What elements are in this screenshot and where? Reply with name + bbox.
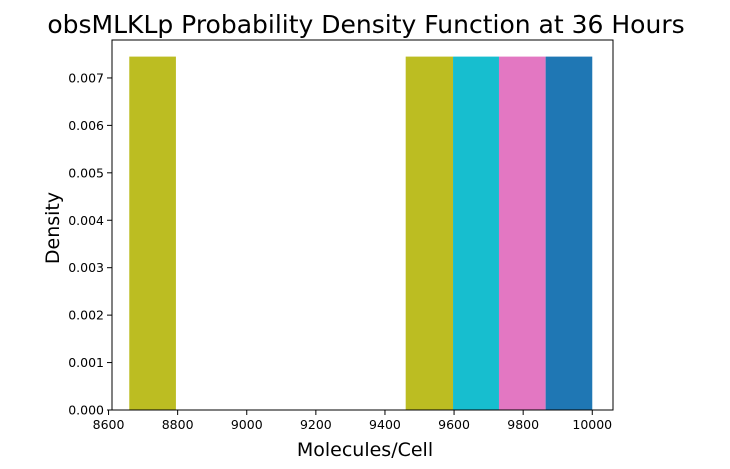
y-tick-label: 0.001 — [68, 355, 104, 370]
x-axis-ticks: 8600 8800 9000 9200 9400 9600 9800 10000 — [93, 410, 612, 432]
x-tick-label: 8800 — [162, 417, 194, 432]
chart-title: obsMLKLp Probability Density Function at… — [47, 10, 684, 39]
x-tick-label: 9600 — [438, 417, 470, 432]
x-tick-label: 9400 — [369, 417, 401, 432]
histogram-bar-3 — [453, 56, 499, 410]
x-axis-label: Molecules/Cell — [297, 439, 433, 461]
histogram-bar-1 — [129, 56, 176, 410]
histogram-bar-4 — [498, 56, 546, 410]
y-tick-label: 0.007 — [68, 70, 104, 85]
x-tick-label: 8600 — [93, 417, 125, 432]
plot-frame — [111, 39, 614, 411]
x-tick-label: 9800 — [507, 417, 539, 432]
histogram-bar-5 — [545, 56, 593, 410]
x-tick-label: 10000 — [572, 417, 612, 432]
y-tick-label: 0.004 — [68, 213, 104, 228]
y-axis-label: Density — [42, 192, 64, 264]
y-tick-label: 0.006 — [68, 118, 104, 133]
bars-group — [129, 56, 593, 410]
x-tick-label: 9000 — [231, 417, 263, 432]
y-tick-label: 0.003 — [68, 260, 104, 275]
y-tick-label: 0.000 — [68, 403, 104, 418]
x-tick-label: 9200 — [300, 417, 332, 432]
histogram-bar-2 — [405, 56, 454, 410]
y-tick-label: 0.002 — [68, 308, 104, 323]
y-axis-ticks: 0.000 0.001 0.002 0.003 0.004 0.005 0.006 0.007 — [68, 70, 112, 418]
y-tick-label: 0.005 — [68, 165, 104, 180]
